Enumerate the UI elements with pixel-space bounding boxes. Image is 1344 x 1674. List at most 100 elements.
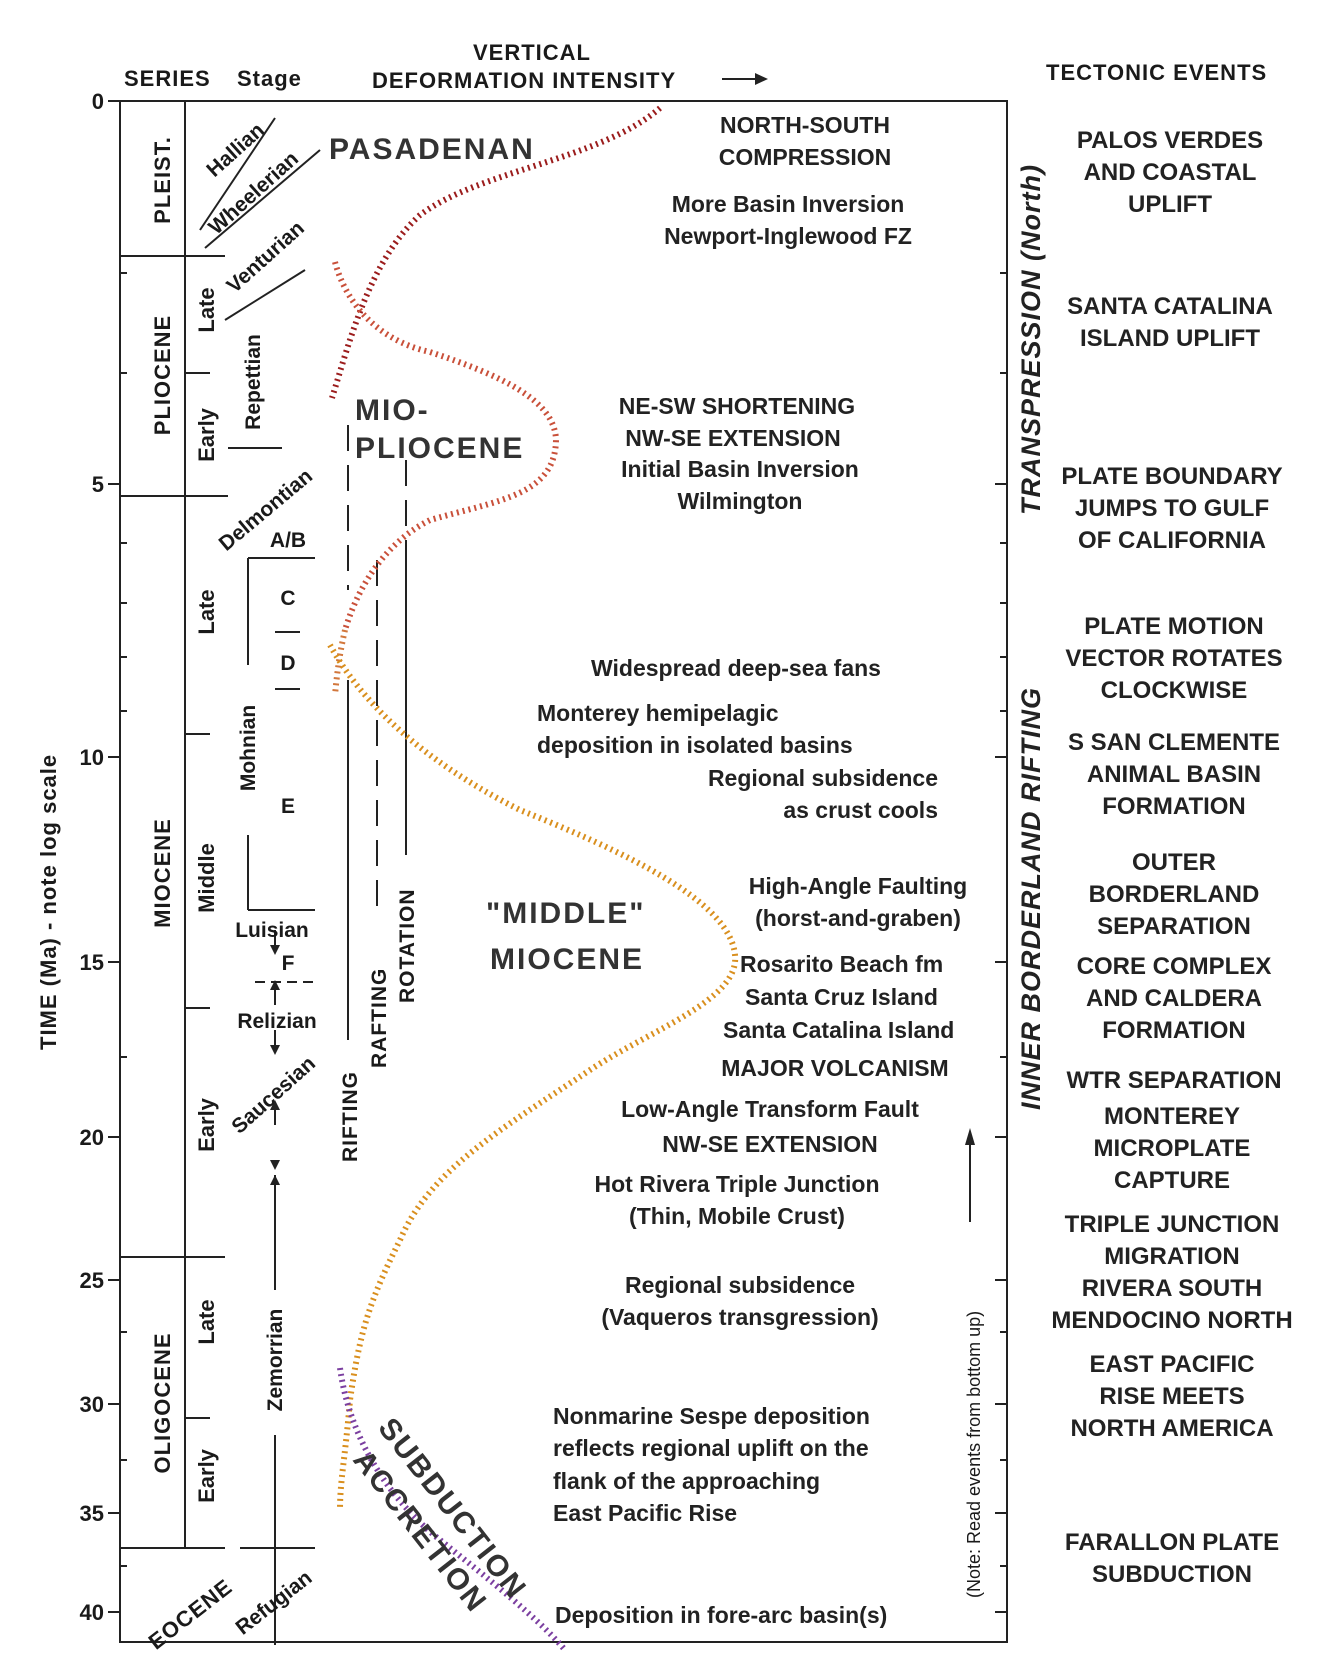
subseries-miocene-late: Late [194, 589, 219, 634]
stage-range-lines [247, 558, 276, 1645]
arrow-right-icon [722, 73, 768, 85]
tick-label: 15 [80, 950, 104, 975]
series-header: SERIES [124, 66, 211, 91]
tectonic-event-text: PALOS VERDES [1077, 127, 1263, 154]
subseries-pliocene-late: Late [194, 287, 219, 332]
mechanism-rifting: RIFTING [339, 1071, 362, 1162]
tectonic-event-text: BORDERLAND [1089, 881, 1260, 908]
event-text: deposition in isolated basins [537, 732, 853, 758]
event-text: Low-Angle Transform Fault [621, 1096, 919, 1122]
stage-labels: Hallian Wheelerian Venturian Repettian D… [202, 119, 320, 1640]
subseries-oligocene-early: Early [194, 1448, 219, 1503]
tectonic-event-list: PALOS VERDES AND COASTAL UPLIFT SANTA CA… [1051, 127, 1292, 1588]
stage-header: Stage [237, 66, 302, 91]
event-text: Santa Cruz Island [745, 984, 938, 1010]
event-text: High-Angle Faulting [749, 873, 967, 899]
event-text: flank of the approaching [553, 1468, 820, 1494]
series-miocene: MIOCENE [150, 818, 175, 928]
tectonic-event-text: FORMATION [1102, 793, 1246, 820]
tick-label: 0 [92, 89, 104, 114]
event-text: Santa Catalina Island [723, 1017, 954, 1043]
regime-transpression: TRANSPRESSION (North) [1016, 164, 1046, 515]
event-text: Wilmington [678, 488, 803, 514]
event-text: Newport-Inglewood FZ [664, 223, 912, 249]
vdi-header-line2: DEFORMATION INTENSITY [372, 68, 676, 93]
stage-mohnian: Mohnian [237, 705, 260, 791]
stage-zemorrian: Zemorrian [264, 1309, 287, 1412]
tick-label: 20 [80, 1125, 104, 1150]
series-oligocene: OLIGOCENE [150, 1332, 175, 1473]
stage-f: F [282, 952, 295, 975]
tectonic-event-text: AND COASTAL [1084, 159, 1257, 186]
tectonic-event-text: ISLAND UPLIFT [1080, 325, 1260, 352]
tectonic-event-text: CORE COMPLEX [1077, 953, 1272, 980]
regime-inner-borderland: INNER BORDERLAND RIFTING [1016, 687, 1046, 1110]
tectonic-event-text: VECTOR ROTATES [1065, 645, 1282, 672]
event-text: as crust cools [783, 797, 938, 823]
tectonic-event-text: OUTER [1132, 849, 1216, 876]
event-text: reflects regional uplift on the [553, 1435, 869, 1461]
tectonic-event-text: MIGRATION [1104, 1243, 1240, 1270]
tectonic-event-text: OF CALIFORNIA [1078, 527, 1266, 554]
event-text: (horst-and-graben) [755, 905, 961, 931]
tectonic-event-text: SEPARATION [1097, 913, 1251, 940]
stage-luisian: Luisian [235, 919, 309, 942]
stage-saucesian: Saucesian [227, 1052, 320, 1139]
orogeny-labels: PASADENAN MIO- PLIOCENE "MIDDLE" MIOCENE… [329, 133, 643, 1619]
series-pleist: PLEIST. [150, 136, 175, 224]
tick-label: 25 [80, 1268, 104, 1293]
tick-label: 30 [80, 1392, 104, 1417]
tectonic-event-text: EAST PACIFIC [1090, 1351, 1255, 1378]
stage-range-arrowheads [270, 945, 280, 1185]
tectonic-event-text: S SAN CLEMENTE [1068, 729, 1280, 756]
tectonic-event-text: RIVERA SOUTH [1082, 1275, 1262, 1302]
tick-label: 10 [80, 745, 104, 770]
event-text: NW-SE EXTENSION [625, 425, 841, 451]
middle-miocene-curve [327, 643, 739, 1511]
series-column-lines [120, 101, 315, 1549]
event-text: Rosarito Beach fm [740, 951, 943, 977]
tectonic-event-text: AND CALDERA [1086, 985, 1262, 1012]
mio-pliocene-lower-curve [332, 629, 348, 696]
tectonic-event-text: SANTA CATALINA [1067, 293, 1273, 320]
mechanism-lines [347, 425, 407, 1040]
read-bottom-up-note: (Note: Read events from bottom up) [964, 1311, 984, 1598]
mio-pliocene-curve [332, 261, 560, 631]
arrow-up-icon [965, 1128, 975, 1222]
event-text: MAJOR VOLCANISM [721, 1055, 948, 1081]
tectonic-event-text: MENDOCINO NORTH [1051, 1307, 1292, 1334]
tectonic-event-text: MONTEREY [1104, 1103, 1240, 1130]
subseries-miocene-early: Early [194, 1097, 219, 1152]
event-text: Nonmarine Sespe deposition [553, 1403, 870, 1429]
tick-label: 5 [92, 472, 104, 497]
mechanism-rotation: ROTATION [396, 888, 419, 1003]
tectonic-event-text: JUMPS TO GULF [1075, 495, 1269, 522]
tectonic-event-text: FARALLON PLATE [1065, 1529, 1279, 1556]
orogeny-mio: MIO- [355, 394, 430, 427]
tectonic-event-text: ANIMAL BASIN [1087, 761, 1261, 788]
subseries-labels: Late Early Late Middle Early Late Early [194, 287, 219, 1503]
mechanism-rafting: RAFTING [368, 968, 391, 1068]
tectonic-event-text: WTR SEPARATION [1066, 1067, 1281, 1094]
tectonic-event-text: CAPTURE [1114, 1167, 1230, 1194]
chart-frame [119, 100, 1008, 1643]
subduction-curve [337, 1367, 568, 1652]
tectonic-event-text: FORMATION [1102, 1017, 1246, 1044]
stage-ab: A/B [270, 529, 306, 552]
time-axis-tick-labels: 0 5 10 15 20 25 30 35 40 [80, 89, 104, 1625]
event-text: (Vaqueros transgression) [601, 1304, 878, 1330]
subseries-miocene-middle: Middle [194, 843, 219, 913]
tick-label: 40 [80, 1600, 104, 1625]
time-axis-ticks [108, 100, 1007, 1613]
event-text: Deposition in fore-arc basin(s) [555, 1602, 887, 1628]
stage-refugian: Refugian [232, 1566, 317, 1639]
orogeny-pliocene: PLIOCENE [355, 432, 524, 465]
subseries-pliocene-early: Early [194, 407, 219, 462]
stage-d: D [280, 652, 295, 675]
series-pliocene: PLIOCENE [150, 315, 175, 435]
tick-label: 35 [80, 1501, 104, 1526]
vdi-header-line1: VERTICAL [473, 40, 591, 65]
event-text: NE-SW SHORTENING [619, 393, 855, 419]
tectonic-event-text: NORTH AMERICA [1070, 1415, 1273, 1442]
